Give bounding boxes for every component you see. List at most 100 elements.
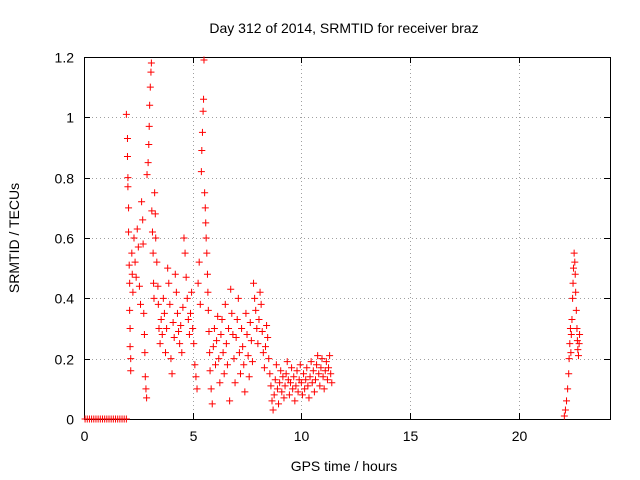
data-point <box>314 352 322 360</box>
data-point <box>214 312 222 320</box>
data-point <box>231 379 239 387</box>
data-point <box>128 249 136 257</box>
y-axis: 0 0.2 0.4 0.6 0.8 1 1.2 <box>55 50 610 428</box>
data-point <box>313 361 321 369</box>
data-point <box>574 346 582 354</box>
data-point <box>238 325 246 332</box>
data-point <box>125 204 133 212</box>
data-point <box>243 331 251 339</box>
data-point <box>190 340 198 348</box>
data-point <box>240 361 248 369</box>
data-point <box>151 189 159 197</box>
data-point <box>265 355 273 363</box>
data-point <box>195 258 203 266</box>
data-point <box>277 367 285 375</box>
data-point <box>279 373 287 381</box>
data-point <box>187 309 195 317</box>
data-point <box>185 331 193 339</box>
data-point <box>254 340 262 348</box>
data-point <box>246 318 254 326</box>
data-point <box>235 349 243 357</box>
data-point <box>323 376 331 384</box>
data-point <box>570 249 578 257</box>
data-point <box>140 309 148 317</box>
y-tick-label: 0.2 <box>55 352 75 368</box>
data-point <box>199 107 207 115</box>
x-axis: 0 5 10 15 20 <box>81 57 527 444</box>
x-tick-label: 5 <box>190 428 198 444</box>
data-point <box>208 400 216 408</box>
data-point <box>205 328 213 336</box>
data-point <box>320 385 328 393</box>
data-point <box>251 294 259 302</box>
data-point <box>173 309 181 317</box>
data-point <box>289 385 297 393</box>
data-point <box>309 367 317 375</box>
data-point <box>189 325 197 332</box>
data-point <box>172 288 180 296</box>
data-point <box>128 270 136 278</box>
data-point <box>321 367 329 375</box>
data-point <box>328 379 336 387</box>
data-point <box>142 385 150 393</box>
data-point <box>228 309 236 317</box>
data-point <box>206 367 214 375</box>
data-point <box>146 101 154 109</box>
data-point <box>209 343 217 351</box>
data-point <box>154 282 162 290</box>
x-tick-label: 10 <box>294 428 310 444</box>
y-tick-label: 1 <box>66 110 74 126</box>
data-point <box>230 355 238 363</box>
data-point <box>301 385 309 393</box>
data-point <box>216 379 224 387</box>
data-point <box>229 331 237 339</box>
data-point <box>134 243 142 251</box>
y-tick-label: 0.8 <box>55 171 75 187</box>
data-point <box>250 279 258 287</box>
data-point <box>215 355 223 363</box>
data-point <box>204 306 212 314</box>
data-point <box>232 334 240 342</box>
data-point <box>302 376 310 384</box>
data-point <box>569 279 577 287</box>
data-point <box>571 270 579 278</box>
data-point <box>146 83 154 91</box>
data-point <box>177 321 185 329</box>
data-point <box>253 325 261 332</box>
data-point <box>221 300 229 308</box>
data-point <box>188 288 196 296</box>
data-point <box>166 300 174 308</box>
data-point <box>307 358 315 366</box>
data-point <box>241 388 249 396</box>
plot-frame <box>84 57 611 420</box>
data-point <box>572 288 580 296</box>
data-point <box>132 273 140 281</box>
data-point <box>176 340 184 348</box>
x-tick-label: 0 <box>81 428 89 444</box>
data-point <box>141 373 149 381</box>
data-point <box>203 249 211 257</box>
data-point <box>310 388 318 396</box>
data-point <box>233 315 241 323</box>
data-point <box>225 325 233 332</box>
data-point <box>178 349 186 357</box>
data-point <box>126 325 134 332</box>
data-point <box>223 361 231 369</box>
data-point <box>196 300 204 308</box>
data-point <box>194 279 202 287</box>
data-point <box>201 204 209 212</box>
data-point <box>280 394 288 402</box>
data-point <box>322 358 330 366</box>
data-point <box>129 288 137 296</box>
data-point <box>141 349 149 357</box>
data-point <box>226 397 234 405</box>
data-point <box>258 328 266 336</box>
data-point <box>135 282 143 290</box>
data-point <box>145 140 153 148</box>
data-point <box>127 367 135 375</box>
data-point <box>122 415 130 423</box>
data-point <box>169 318 177 326</box>
data-point <box>219 349 227 357</box>
data-point <box>180 234 188 242</box>
data-point <box>163 325 171 332</box>
